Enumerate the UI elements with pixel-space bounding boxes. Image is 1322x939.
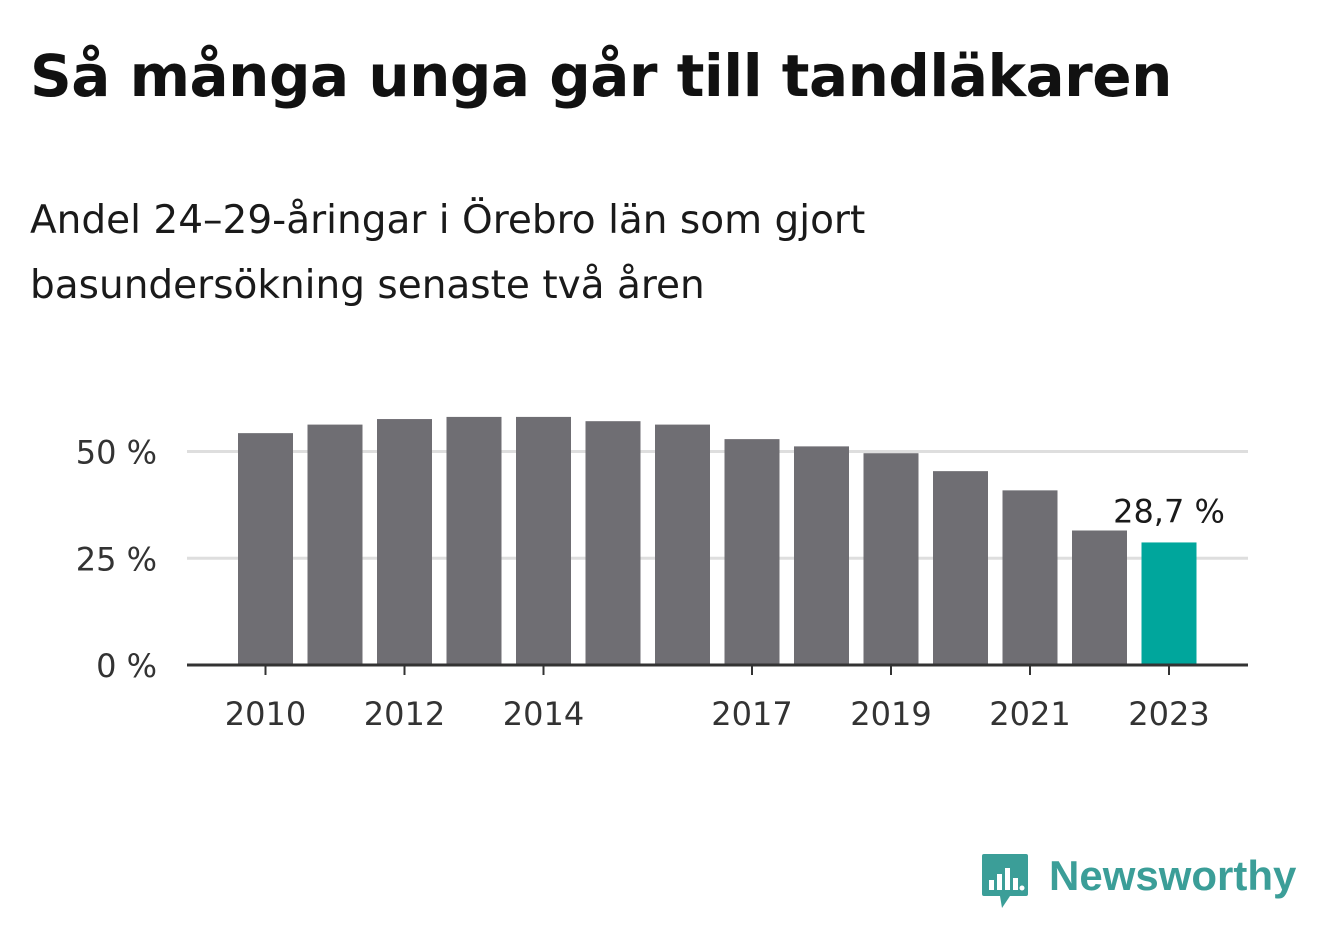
x-tick-label: 2021	[989, 695, 1070, 733]
brand-name: Newsworthy	[1049, 852, 1297, 899]
bar-2015	[585, 421, 641, 665]
bar-2012	[377, 419, 432, 665]
bar-2013	[446, 416, 502, 665]
bar-2010	[238, 433, 293, 665]
chart-subtitle: Andel 24–29-åringar i Örebro län som gjo…	[30, 198, 866, 308]
bar-2018	[794, 446, 849, 665]
chart-title: Så många unga går till tandläkaren	[30, 42, 1172, 110]
x-tick-label: 2023	[1128, 695, 1209, 733]
bars	[238, 416, 1197, 665]
x-tick-label: 2017	[711, 695, 792, 733]
y-tick-label: 25 %	[76, 540, 157, 578]
bar-2022	[1072, 530, 1127, 665]
bar-2014	[516, 416, 571, 665]
bar-2017	[724, 439, 780, 665]
axes	[187, 663, 1248, 675]
y-tick-label: 50 %	[76, 434, 157, 472]
x-tick-label: 2019	[850, 695, 931, 733]
highlight-data-label: 28,7 %	[1113, 492, 1225, 530]
bar-chart-speech-bubble-icon	[982, 854, 1028, 908]
y-tick-label: 0 %	[96, 647, 157, 685]
x-tick-label: 2012	[364, 695, 445, 733]
bar-2016	[655, 424, 710, 665]
bar-2019	[863, 453, 919, 665]
bar-2023	[1141, 542, 1197, 665]
bar-2011	[307, 424, 363, 665]
bar-2020	[933, 471, 988, 665]
x-tick-label: 2010	[225, 695, 306, 733]
x-tick-label: 2014	[503, 695, 584, 733]
labels: 0 % 25 % 50 % 2010 2012 2014 2017 2019 2021 2023 2…	[76, 434, 1225, 734]
grid-lines	[187, 450, 1248, 560]
newsworthy-logo: Newsworthy	[980, 848, 1300, 914]
bar-2021	[1002, 490, 1058, 665]
